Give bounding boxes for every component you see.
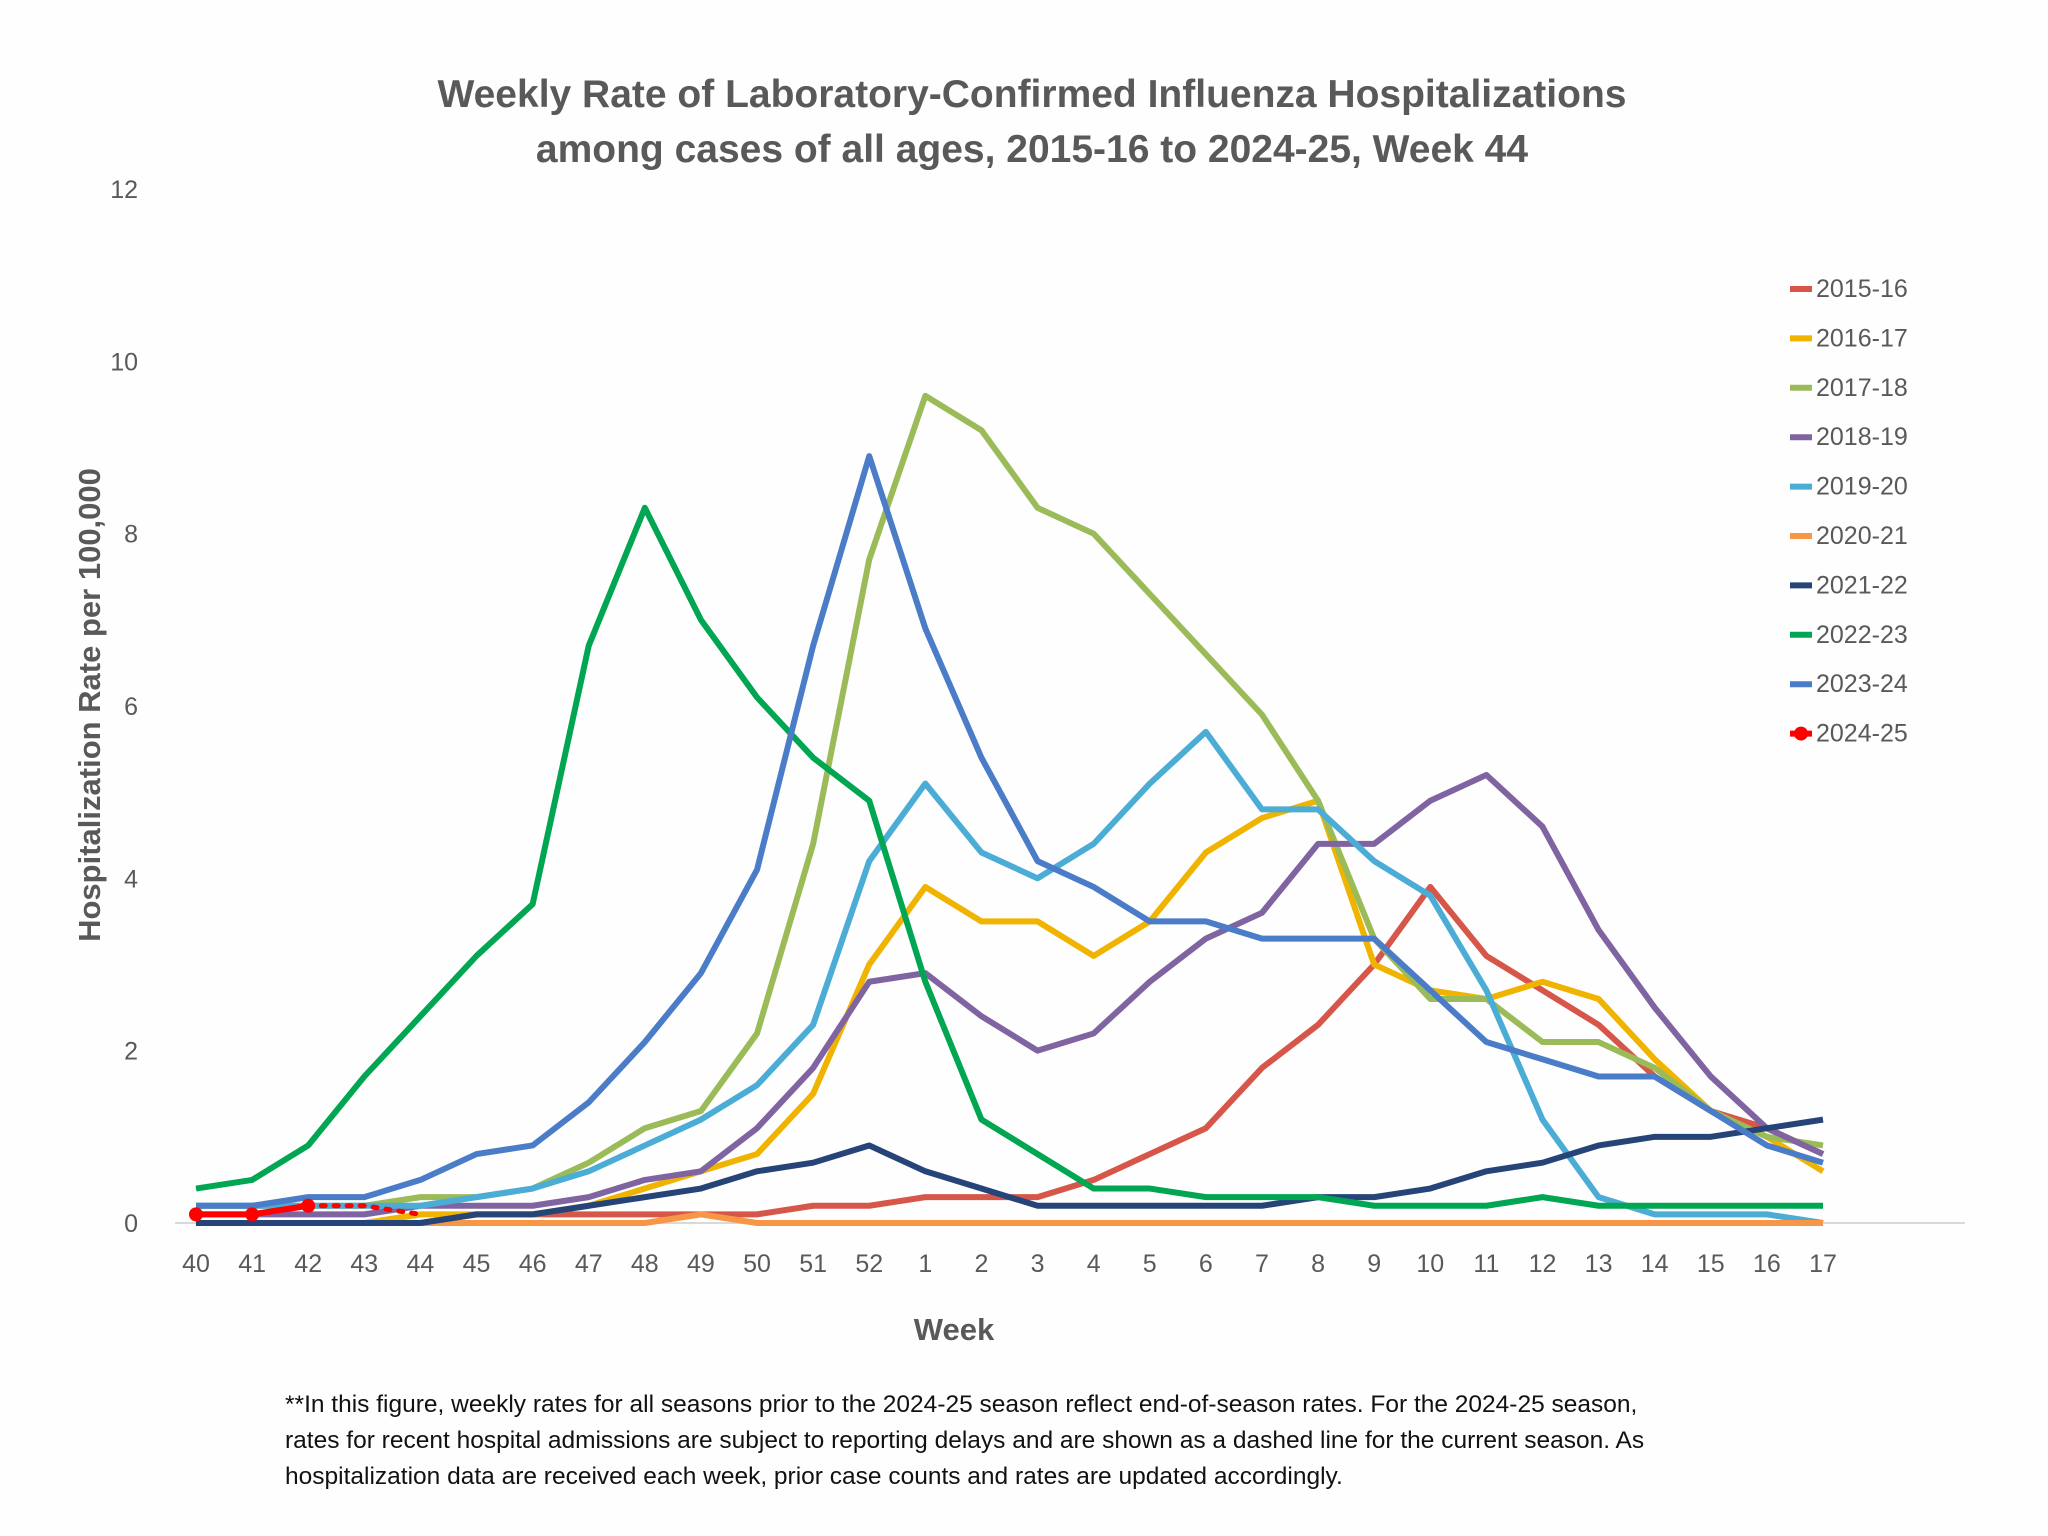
x-tick-label: 43 (350, 1250, 378, 1278)
legend-item: 2015-16 (1790, 275, 1908, 303)
x-tick-label: 5 (1143, 1250, 1157, 1278)
series-lines (189, 392, 1825, 1226)
x-tick-label: 13 (1585, 1250, 1613, 1278)
legend: 2015-16 2016-17 2017-18 2018-19 2019-20 2020-… (1790, 275, 1908, 748)
data-point (189, 1207, 203, 1222)
x-tick-label: 45 (463, 1250, 491, 1278)
y-tick-label: 4 (124, 865, 138, 893)
series-2017-18 (196, 392, 1824, 1209)
x-tick-label: 52 (855, 1250, 883, 1278)
series-line (196, 728, 1824, 1226)
series-line (196, 1211, 1823, 1226)
series-2021-22 (196, 1116, 1824, 1226)
series-line (196, 392, 1824, 1209)
series-2018-19 (196, 771, 1825, 1218)
legend-label: 2016-17 (1816, 324, 1908, 352)
footnote-line-1: **In this figure, weekly rates for all s… (285, 1391, 1637, 1418)
x-tick-label: 15 (1697, 1250, 1725, 1278)
x-tick-label: 50 (743, 1250, 771, 1278)
y-tick-label: 6 (124, 693, 138, 721)
data-point (245, 1207, 260, 1222)
series-2022-23 (195, 504, 1823, 1209)
legend-item: 2019-20 (1790, 473, 1908, 501)
x-tick-label: 40 (182, 1250, 210, 1278)
y-axis-ticks: 0 2 4 6 8 10 12 (110, 176, 138, 1238)
x-tick-label: 12 (1529, 1250, 1557, 1278)
x-tick-label: 47 (575, 1250, 603, 1278)
y-tick-label: 0 (124, 1210, 138, 1238)
x-tick-label: 8 (1311, 1250, 1325, 1278)
x-tick-label: 6 (1199, 1250, 1213, 1278)
x-tick-label: 1 (918, 1250, 932, 1278)
legend-item: 2021-22 (1790, 571, 1908, 599)
y-tick-label: 10 (110, 348, 138, 376)
series-line (196, 1116, 1824, 1226)
legend-label: 2024-25 (1816, 720, 1908, 748)
series-2023-24 (196, 453, 1824, 1209)
footnote-line-3: hospitalization data are received each w… (285, 1463, 1343, 1490)
data-point (301, 1198, 316, 1213)
y-tick-label: 12 (110, 176, 138, 204)
series-line (195, 504, 1823, 1209)
legend-item: 2023-24 (1790, 670, 1908, 698)
x-tick-label: 16 (1753, 1250, 1781, 1278)
series-line-dashed (305, 1203, 423, 1217)
x-tick-label: 44 (407, 1250, 435, 1278)
x-axis-label: Week (914, 1312, 995, 1347)
legend-item: 2022-23 (1790, 621, 1908, 649)
x-tick-label: 41 (238, 1250, 266, 1278)
legend-label: 2020-21 (1816, 522, 1908, 550)
x-axis-ticks: 40 41 42 43 44 45 46 47 48 49 50 51 52 1 2 3 4 5 6 7 8 9 10 11 1… (182, 1250, 1837, 1278)
x-tick-label: 2 (974, 1250, 988, 1278)
x-tick-label: 49 (687, 1250, 715, 1278)
x-tick-label: 17 (1809, 1250, 1837, 1278)
x-tick-label: 48 (631, 1250, 659, 1278)
legend-label: 2022-23 (1816, 621, 1908, 649)
chart-title-line-2: among cases of all ages, 2015-16 to 2024… (536, 128, 1528, 171)
x-tick-label: 11 (1473, 1250, 1499, 1278)
legend-label: 2021-22 (1816, 571, 1908, 599)
y-tick-label: 8 (124, 521, 138, 549)
x-tick-label: 10 (1416, 1250, 1444, 1278)
series-2024-25 (189, 1198, 423, 1222)
legend-item: 2024-25 (1790, 720, 1908, 748)
legend-item: 2016-17 (1790, 324, 1908, 352)
x-tick-label: 4 (1087, 1250, 1101, 1278)
legend-item: 2017-18 (1790, 374, 1908, 402)
x-tick-label: 46 (519, 1250, 547, 1278)
x-tick-label: 42 (294, 1250, 322, 1278)
legend-label: 2018-19 (1816, 423, 1908, 451)
x-tick-label: 51 (799, 1250, 827, 1278)
legend-item: 2018-19 (1790, 423, 1908, 451)
x-tick-label: 7 (1255, 1250, 1269, 1278)
legend-marker (1794, 726, 1808, 741)
series-line (196, 453, 1824, 1209)
y-axis-label: Hospitalization Rate per 100,000 (72, 468, 107, 942)
legend-label: 2017-18 (1816, 374, 1908, 402)
series-line (196, 771, 1825, 1218)
footnote-line-2: rates for recent hospital admissions are… (285, 1427, 1644, 1454)
chart-title-line-1: Weekly Rate of Laboratory-Confirmed Infl… (438, 73, 1627, 116)
legend-label: 2023-24 (1816, 670, 1908, 698)
legend-label: 2015-16 (1816, 275, 1908, 303)
x-tick-label: 3 (1031, 1250, 1045, 1278)
series-2020-21 (196, 1211, 1823, 1226)
x-tick-label: 9 (1367, 1250, 1381, 1278)
y-tick-label: 2 (124, 1038, 138, 1066)
legend-item: 2020-21 (1790, 522, 1908, 550)
x-tick-label: 14 (1641, 1250, 1669, 1278)
series-2019-20 (196, 728, 1824, 1226)
legend-label: 2019-20 (1816, 473, 1908, 501)
